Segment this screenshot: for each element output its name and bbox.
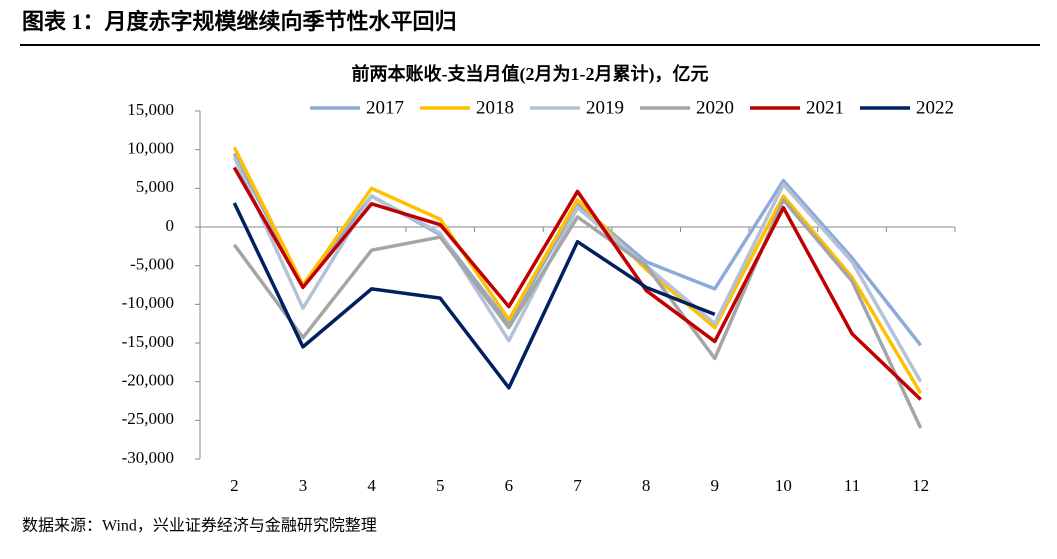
x-tick-label: 5 — [436, 476, 445, 495]
y-tick-label: -15,000 — [122, 332, 174, 351]
series-line — [232, 198, 923, 429]
x-tick-label: 10 — [775, 476, 792, 495]
y-tick-label: 0 — [166, 216, 175, 235]
y-tick-label: -30,000 — [122, 448, 174, 467]
legend-label: 2019 — [586, 97, 624, 118]
x-tick-label: 3 — [299, 476, 308, 495]
header-title: 图表 1：月度赤字规模继续向季节性水平回归 — [22, 9, 457, 34]
legend-label: 2021 — [806, 97, 844, 118]
x-tick-label: 2 — [230, 476, 239, 495]
x-tick-label: 11 — [844, 476, 860, 495]
y-tick-label: -20,000 — [122, 371, 174, 390]
x-tick-label: 7 — [573, 476, 582, 495]
x-tick-label: 6 — [505, 476, 514, 495]
y-tick-label: 10,000 — [127, 139, 174, 158]
y-tick-label: 15,000 — [127, 100, 174, 119]
legend-label: 2017 — [366, 97, 404, 118]
series-line — [232, 202, 716, 390]
source: 数据来源：Wind，兴业证券经济与金融研究院整理 — [22, 517, 377, 535]
y-tick-label: 5,000 — [136, 177, 174, 196]
series-line — [232, 146, 923, 395]
series-line — [232, 152, 923, 347]
x-tick-label: 4 — [367, 476, 376, 495]
x-tick-label: 9 — [711, 476, 720, 495]
x-tick-label: 8 — [642, 476, 651, 495]
y-tick-label: -10,000 — [122, 293, 174, 312]
y-tick-label: -5,000 — [130, 255, 174, 274]
legend-label: 2018 — [476, 97, 514, 118]
y-tick-label: -25,000 — [122, 409, 174, 428]
x-tick-label: 12 — [912, 476, 929, 495]
series-line — [232, 166, 922, 401]
legend-label: 2022 — [916, 97, 954, 118]
legend-label: 2020 — [696, 97, 734, 118]
chart-title: 前两本账收-支当月值(2月为1-2月累计)，亿元 — [352, 63, 709, 85]
